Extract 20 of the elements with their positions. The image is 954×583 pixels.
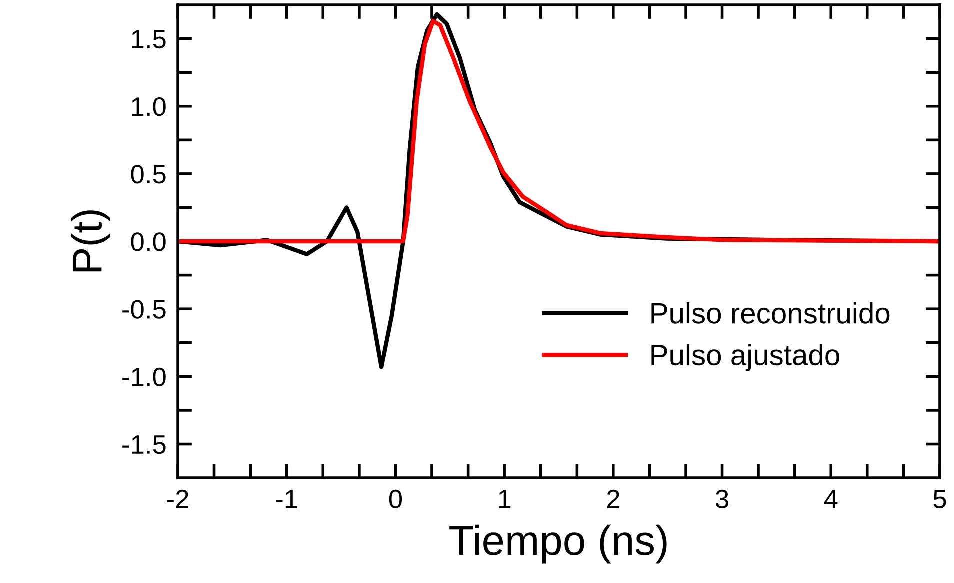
x-tick-label: 1 [499,490,511,508]
x-tick-label: 0 [389,490,402,509]
y-tick-label: -1.0 [122,368,166,387]
x-tick-label: 3 [716,490,728,509]
y-tick-label: 0.5 [131,165,166,184]
x-tick-label: -1 [276,490,298,508]
y-tick-label: 1.5 [132,30,166,49]
legend-label: Pulso reconstruido [652,302,890,324]
x-tick-label: 2 [607,490,620,508]
line-series [178,19,940,244]
legend-label: Pulso ajustado [652,344,840,372]
x-tick-label: -2 [167,490,188,508]
y-tick-label: -1.5 [122,436,166,454]
y-axis-title: P(t) [71,210,110,272]
x-axis-title: Tiempo (ns) [450,524,667,564]
y-tick-label: -0.5 [122,300,166,319]
x-tick-label: 4 [824,490,838,508]
y-tick-label: 1.0 [132,98,166,116]
x-tick-label: 5 [934,490,946,509]
y-tick-label: 0.0 [131,232,166,252]
